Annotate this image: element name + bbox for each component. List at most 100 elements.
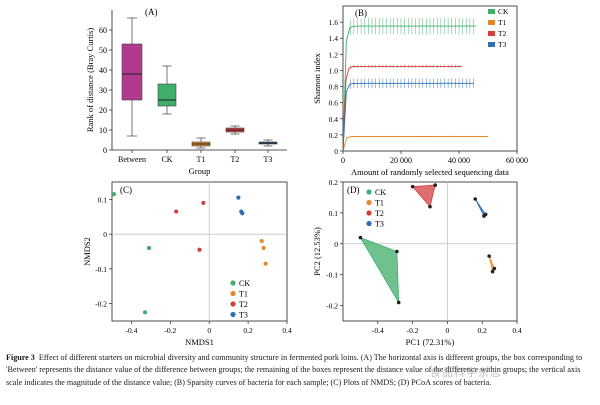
x-tick-label: -0.4 xyxy=(126,326,138,335)
x-tick-label: 0 xyxy=(446,326,450,335)
point-ck xyxy=(142,310,148,315)
curve-t1 xyxy=(342,136,488,152)
legend-label: T3 xyxy=(239,311,248,320)
point-ck xyxy=(111,192,117,197)
x-axis-label: Group xyxy=(189,166,211,176)
panel-b-rarefaction-curves: (B) 0 20 000 40 000 60 000 0 0.2 0.4 0.6 0.8 1.0 1.… xyxy=(312,5,528,177)
point-t2 xyxy=(433,183,438,187)
x-tick-label: 0.2 xyxy=(243,326,253,335)
plot-frame xyxy=(111,181,288,322)
point-t2 xyxy=(428,204,432,209)
y-tick-label: 50 xyxy=(99,46,107,55)
y-tick-label: 0.1 xyxy=(98,195,108,204)
x-tick-label: CK xyxy=(161,155,172,164)
plot-frame xyxy=(342,5,518,152)
y-tick-label: 0.1 xyxy=(329,209,339,218)
panel-label: (B) xyxy=(355,8,367,18)
panel-label: (A) xyxy=(145,7,158,17)
y-tick-label: 0.8 xyxy=(329,83,339,92)
legend-swatch-ck xyxy=(488,9,495,14)
x-tick-label: 0.4 xyxy=(282,326,292,335)
y-tick-label: 0 xyxy=(334,240,338,249)
x-tick-label: 40 000 xyxy=(448,156,470,165)
y-tick-label: 10 xyxy=(99,126,107,135)
x-axis-label: Amount of randomly selected sequencing d… xyxy=(351,167,509,177)
point-t2 xyxy=(174,209,179,214)
point-t3 xyxy=(473,197,478,201)
y-tick-label: 1.0 xyxy=(329,66,339,75)
legend-label: CK xyxy=(375,188,386,197)
figure-caption: Figure 3 Effect of different starters on… xyxy=(6,352,594,389)
point-t1 xyxy=(259,238,264,244)
y-axis-label: Rank of distance (Bray Curtis) xyxy=(85,28,95,133)
y-tick-label: -0.2 xyxy=(95,300,107,309)
y-tick-label: 0.2 xyxy=(329,131,339,140)
legend-label: T2 xyxy=(375,209,384,218)
legend-label: CK xyxy=(239,279,250,288)
point-ck xyxy=(396,300,401,305)
y-tick-label: 1.2 xyxy=(329,50,339,59)
y-tick-label: -0.1 xyxy=(95,265,107,274)
legend-label: T2 xyxy=(239,300,248,309)
y-tick-label: 40 xyxy=(99,66,107,75)
point-t1 xyxy=(487,254,491,258)
point-t1 xyxy=(490,269,495,274)
panel-c-nmds-scatter: (C) -0.4 -0.2 0 0.2 0.4 -0.2 -0.1 0 0.1 NMDS2 NMDS1… xyxy=(82,181,292,347)
curve-t3 xyxy=(342,82,474,152)
y-axis-label: Shannon index xyxy=(312,52,322,104)
legend-marker-ck xyxy=(366,189,372,195)
legend-label: T1 xyxy=(239,290,248,299)
point-ck xyxy=(395,249,399,254)
x-tick-label: Between xyxy=(118,155,146,164)
legend-label: T2 xyxy=(498,29,507,38)
legend-swatch-t1 xyxy=(488,20,495,25)
point-t1 xyxy=(492,266,497,271)
legend-label: CK xyxy=(498,7,509,16)
y-axis-label: PC2 (12.53%) xyxy=(312,227,322,276)
box-between xyxy=(121,43,143,101)
point-t2 xyxy=(201,200,206,205)
point-t2 xyxy=(197,247,202,252)
y-tick-label: 0 xyxy=(334,147,338,156)
x-tick-label: 20 000 xyxy=(390,156,412,165)
box-ck xyxy=(157,83,177,107)
y-tick-label: 30 xyxy=(99,86,107,95)
group-hull-t2 xyxy=(411,184,436,208)
x-tick-label: -0.2 xyxy=(164,326,176,335)
panel-a-box-plot: (A) 0 10 20 30 40 50 60 Rank of distance (Bray C… xyxy=(85,7,287,176)
panel-label: (D) xyxy=(347,185,360,195)
x-tick-label: T2 xyxy=(231,155,240,164)
y-tick-label: 60 xyxy=(99,26,107,35)
point-ck xyxy=(358,235,363,240)
y-axis-label: NMDS2 xyxy=(82,237,92,266)
y-tick-label: 1.6 xyxy=(329,18,339,27)
legend-marker-t3 xyxy=(366,220,372,227)
y-tick-label: 0.2 xyxy=(329,178,339,187)
y-tick-label: -0.1 xyxy=(326,271,338,280)
y-tick-label: 20 xyxy=(99,106,107,115)
y-tick-label: 1.4 xyxy=(329,34,339,43)
legend-label: T3 xyxy=(375,220,384,229)
point-t3 xyxy=(239,209,244,214)
caption-lead: Figure 3 xyxy=(6,353,35,362)
point-t1 xyxy=(263,261,268,266)
y-tick-label: 0.4 xyxy=(329,115,339,124)
x-axis-label: PC1 (72.31%) xyxy=(406,337,455,347)
legend-label: T1 xyxy=(375,199,384,208)
legend-swatch-t3 xyxy=(488,42,495,47)
watermark-text: 食品科学杂志 xyxy=(430,366,502,379)
x-axis-label: NMDS1 xyxy=(185,337,214,347)
legend-marker-t1 xyxy=(230,290,236,297)
plot-frame xyxy=(342,181,518,322)
group-hull-t3 xyxy=(474,198,487,217)
y-tick-label: -0.2 xyxy=(326,302,338,311)
group-hull-ck xyxy=(359,236,400,303)
legend-marker-t3 xyxy=(230,311,236,318)
y-tick-label: 0 xyxy=(103,230,107,239)
x-tick-label: T3 xyxy=(264,155,273,164)
point-t3 xyxy=(483,212,488,217)
curve-t2 xyxy=(342,65,462,152)
panel-d-pcoa-scatter: (D) -0.4 -0.2 0 0.2 0.4 -0.2 -0.1 0 0.1 0.2 PC2 (12… xyxy=(312,178,522,347)
legend-swatch-t2 xyxy=(488,31,495,36)
